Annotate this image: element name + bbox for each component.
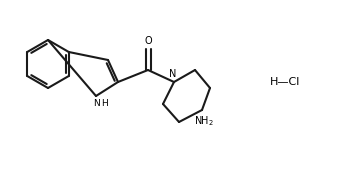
Text: N: N [94,99,100,108]
Text: H—Cl: H—Cl [270,77,300,87]
Text: N: N [169,69,177,79]
Text: NH$_2$: NH$_2$ [194,114,214,128]
Text: O: O [144,36,152,46]
Text: H: H [101,99,107,108]
